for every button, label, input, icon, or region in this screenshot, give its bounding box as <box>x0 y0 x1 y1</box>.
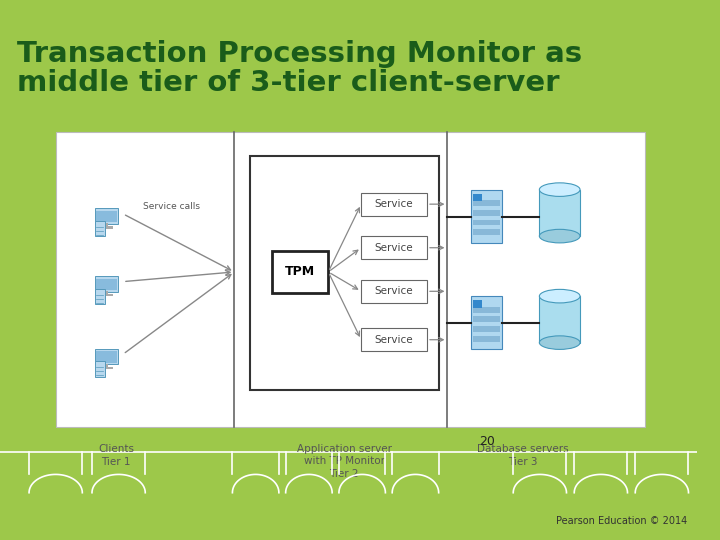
Ellipse shape <box>539 336 580 349</box>
Text: Service: Service <box>375 199 413 209</box>
Bar <box>99 294 114 296</box>
Text: Service calls: Service calls <box>143 201 200 211</box>
Bar <box>472 220 500 226</box>
Text: Service: Service <box>375 242 413 253</box>
Text: Pearson Education © 2014: Pearson Education © 2014 <box>557 516 688 525</box>
Text: TPM: TPM <box>285 266 315 279</box>
Ellipse shape <box>539 183 580 197</box>
Bar <box>472 307 500 313</box>
Bar <box>361 236 427 259</box>
Bar <box>472 193 482 201</box>
Bar <box>95 349 118 365</box>
Bar <box>95 276 118 292</box>
Bar <box>539 190 580 236</box>
Bar <box>472 210 500 216</box>
Bar <box>96 279 117 290</box>
Text: Database servers: Database servers <box>477 444 569 454</box>
Text: Clients: Clients <box>98 444 134 454</box>
Text: 20: 20 <box>479 435 495 448</box>
Bar <box>105 291 108 295</box>
Ellipse shape <box>539 289 580 303</box>
Text: Application server
with TP Monitor: Application server with TP Monitor <box>297 444 392 466</box>
Bar <box>95 208 118 224</box>
Bar <box>272 251 328 293</box>
Bar <box>250 156 438 390</box>
Ellipse shape <box>539 230 580 243</box>
Bar <box>96 351 117 363</box>
Bar <box>95 361 105 377</box>
Bar <box>472 230 500 235</box>
Bar <box>472 316 500 322</box>
Bar <box>99 226 114 228</box>
Bar <box>539 296 580 342</box>
Text: Service: Service <box>375 335 413 345</box>
Bar <box>95 221 105 237</box>
Text: Tier 3: Tier 3 <box>508 457 538 467</box>
Bar <box>99 367 114 369</box>
Bar <box>472 326 500 332</box>
Bar <box>472 200 500 206</box>
Text: Tier 2: Tier 2 <box>330 469 359 478</box>
Text: Service: Service <box>375 286 413 296</box>
Bar <box>361 328 427 352</box>
Bar <box>472 336 500 342</box>
Bar <box>361 193 427 216</box>
Bar <box>105 223 108 227</box>
Bar <box>96 211 117 222</box>
Bar <box>361 280 427 303</box>
Text: Tier 1: Tier 1 <box>102 457 131 467</box>
Text: Transaction Processing Monitor as: Transaction Processing Monitor as <box>17 39 582 68</box>
Bar <box>471 296 502 349</box>
Bar <box>471 190 502 243</box>
Bar <box>472 300 482 308</box>
Bar <box>56 132 645 427</box>
Text: middle tier of 3-tier client-server: middle tier of 3-tier client-server <box>17 69 560 97</box>
Bar <box>105 363 108 367</box>
Bar <box>95 288 105 304</box>
